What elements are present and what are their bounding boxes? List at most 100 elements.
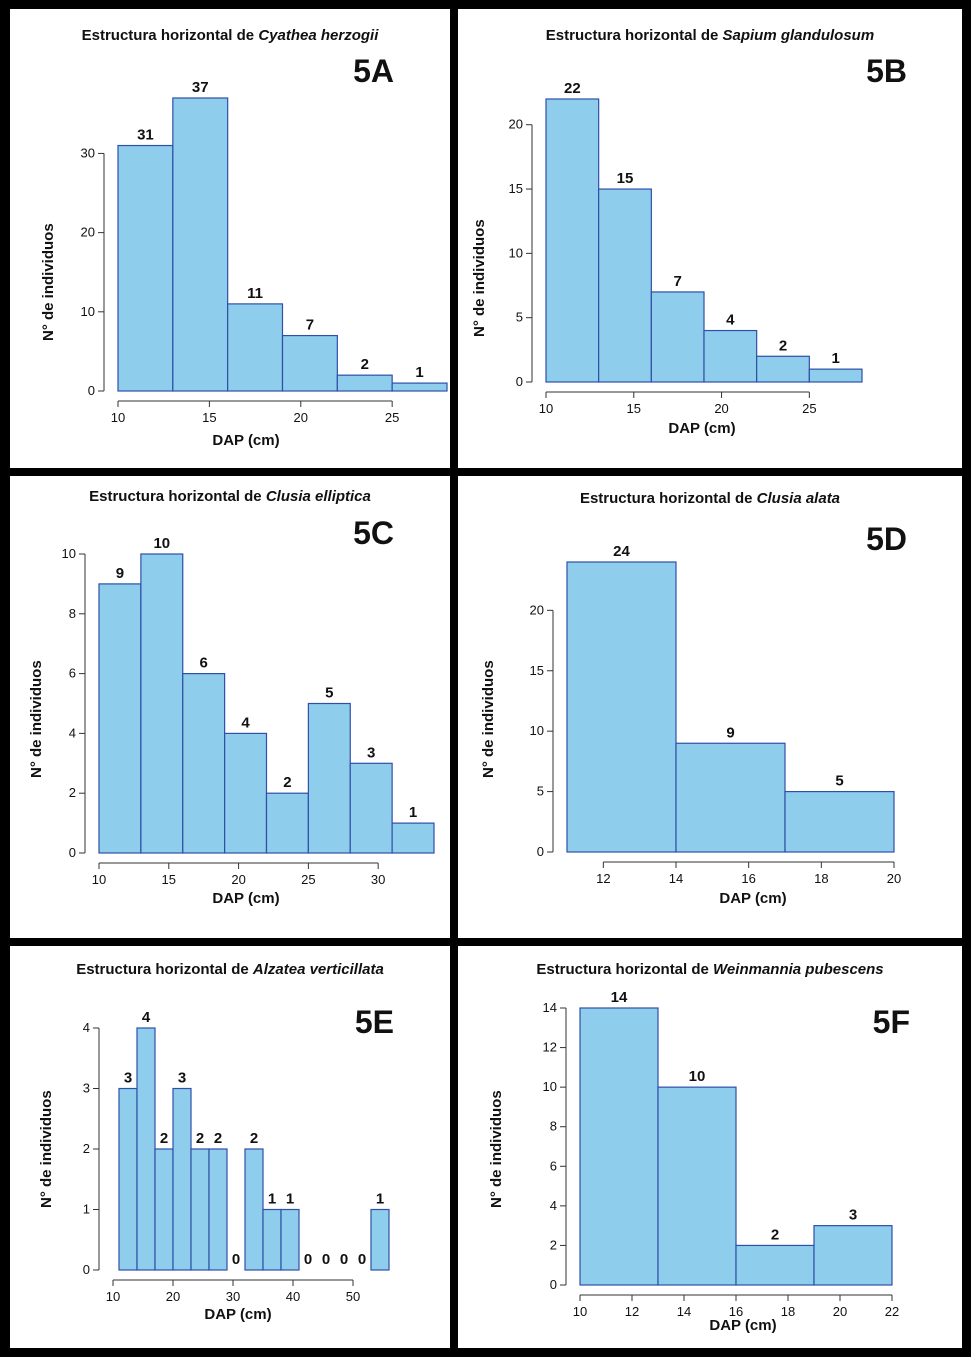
- chart-title-species: Alzatea verticillata: [252, 961, 384, 978]
- bar: [566, 561, 677, 853]
- y-tick-label: 4: [550, 1198, 557, 1213]
- chart-panel-5b: 22 15 7 4 2 1 0 5 10 15 20 10 15 20 25 Estructura horiz…: [458, 9, 962, 468]
- bar: [391, 822, 435, 854]
- chart-title: Estructura horizontal de Clusia alata: [458, 490, 962, 507]
- y-tick-label: 10: [543, 1079, 557, 1094]
- data-label: 0: [322, 1251, 330, 1268]
- data-label: 2: [771, 1226, 779, 1243]
- data-label: 22: [564, 80, 581, 97]
- chart-title-prefix: Estructura horizontal de: [76, 961, 249, 978]
- y-tick-label: 8: [69, 606, 76, 621]
- bar: [118, 1087, 138, 1271]
- data-label: 1: [409, 804, 417, 821]
- y-axis-label: N° de individuos: [38, 1090, 55, 1208]
- x-tick-label: 15: [202, 410, 216, 425]
- data-label: 2: [214, 1130, 222, 1147]
- x-tick-label: 25: [301, 872, 315, 887]
- data-label: 37: [192, 79, 209, 96]
- y-tick-label: 10: [530, 723, 544, 738]
- chart-title-prefix: Estructura horizontal de: [81, 27, 255, 44]
- y-tick-label: 14: [543, 1000, 557, 1015]
- x-tick-label: 10: [111, 410, 125, 425]
- x-axis-label: DAP (cm): [204, 1306, 272, 1323]
- bar: [735, 1244, 815, 1286]
- y-tick-label: 20: [509, 117, 523, 132]
- x-tick-label: 20: [887, 871, 901, 886]
- y-tick-label: 15: [530, 663, 544, 678]
- chart-title-prefix: Estructura horizontal de: [89, 488, 262, 505]
- chart-panel-5d: 24 9 5 0 5 10 15 20 12 14 16 18 20 Estructura horizon…: [458, 476, 962, 938]
- data-label: 3: [178, 1070, 186, 1087]
- bar: [117, 144, 174, 392]
- bar: [650, 291, 705, 383]
- bar: [172, 97, 229, 392]
- x-tick-label: 20: [294, 410, 308, 425]
- data-label: 4: [726, 312, 735, 329]
- data-label: 5: [835, 773, 843, 790]
- data-label: 2: [160, 1130, 168, 1147]
- x-tick-label: 15: [627, 401, 641, 416]
- y-tick-label: 5: [516, 310, 523, 325]
- bar: [756, 355, 810, 383]
- data-label: 3: [367, 744, 375, 761]
- bar: [136, 1027, 156, 1271]
- y-tick-label: 10: [62, 546, 76, 561]
- x-axis-label: DAP (cm): [668, 420, 736, 437]
- y-tick-label: 4: [69, 725, 76, 740]
- bar: [349, 762, 393, 854]
- y-tick-label: 12: [543, 1040, 557, 1055]
- data-label: 2: [779, 337, 787, 354]
- x-tick-label: 10: [573, 1304, 587, 1319]
- bar: [579, 1007, 659, 1286]
- bar: [808, 368, 863, 383]
- data-label: 1: [831, 350, 839, 367]
- bar: [244, 1148, 264, 1271]
- x-tick-label: 14: [677, 1304, 691, 1319]
- chart-title-prefix: Estructura horizontal de: [545, 27, 719, 44]
- bar: [336, 374, 393, 392]
- data-label: 10: [689, 1068, 706, 1085]
- y-tick-label: 2: [83, 1141, 90, 1156]
- y-tick-label: 10: [509, 245, 523, 260]
- y-tick-label: 15: [509, 181, 523, 196]
- x-tick-label: 12: [596, 871, 610, 886]
- bar: [182, 673, 226, 854]
- bar: [598, 188, 652, 383]
- data-label: 1: [268, 1191, 276, 1208]
- bar: [813, 1225, 893, 1286]
- x-tick-label: 18: [781, 1304, 795, 1319]
- x-tick-label: 20: [166, 1289, 180, 1304]
- bar: [675, 742, 786, 853]
- data-label: 1: [286, 1191, 294, 1208]
- data-label: 2: [250, 1130, 258, 1147]
- chart-svg: 24 9 5 0 5 10 15 20 12 14 16 18 20: [530, 543, 902, 886]
- y-tick-label: 5: [537, 784, 544, 799]
- y-tick-label: 0: [516, 374, 523, 389]
- x-tick-label: 20: [833, 1304, 847, 1319]
- x-tick-label: 14: [669, 871, 683, 886]
- chart-title: Estructura horizontal de Clusia elliptic…: [10, 488, 450, 505]
- bar: [657, 1086, 737, 1286]
- chart-panel-5c: 9 10 6 4 2 5 3 1 0 2 4 6 8 10 10 15 20 25 30 Estructura hor…: [10, 476, 450, 938]
- chart-title-species: Clusia elliptica: [265, 488, 371, 505]
- x-tick-label: 15: [162, 872, 176, 887]
- data-label: 0: [340, 1251, 348, 1268]
- chart-svg: 14 10 2 3 0 2 4 6 8 10 12 14 10 12 14 16 18 20 22: [543, 989, 900, 1319]
- bar: [280, 1208, 300, 1271]
- bar: [154, 1148, 174, 1271]
- x-tick-label: 16: [729, 1304, 743, 1319]
- bar: [265, 792, 309, 854]
- bar: [224, 732, 268, 854]
- data-label: 0: [358, 1251, 366, 1268]
- bar: [190, 1148, 210, 1271]
- panel-label: 5C: [353, 515, 394, 551]
- x-tick-label: 25: [385, 410, 399, 425]
- chart-title: Estructura horizontal de Cyathea herzogi…: [10, 27, 450, 44]
- bar: [281, 334, 338, 392]
- data-label: 4: [241, 714, 250, 731]
- x-tick-label: 20: [231, 872, 245, 887]
- y-tick-label: 20: [530, 602, 544, 617]
- chart-title-prefix: Estructura horizontal de: [579, 490, 753, 507]
- x-tick-label: 12: [625, 1304, 639, 1319]
